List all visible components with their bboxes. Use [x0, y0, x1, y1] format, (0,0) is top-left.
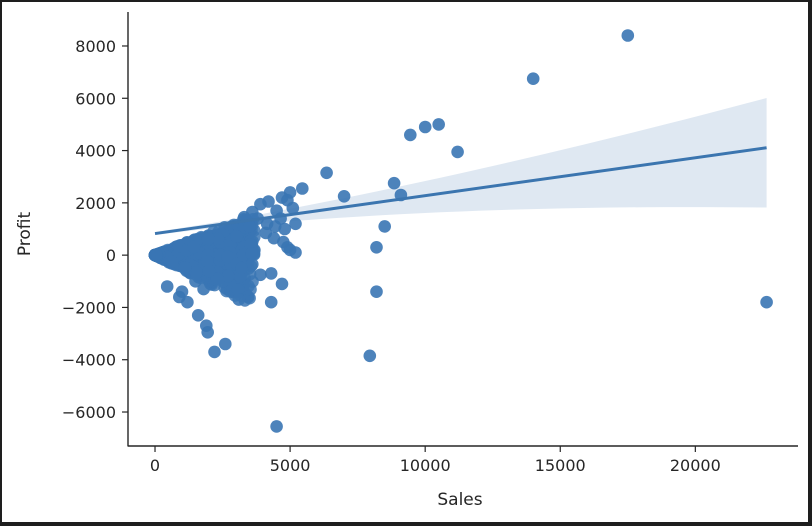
regression-line-layer: [154, 146, 767, 236]
data-point: [363, 349, 377, 363]
y-tick-label: 2000: [75, 194, 116, 213]
data-point: [201, 326, 214, 339]
data-point: [296, 182, 309, 195]
regression-line: [154, 146, 767, 236]
data-point: [173, 290, 186, 304]
data-point: [432, 118, 446, 131]
data-point: [526, 72, 540, 85]
data-point: [201, 254, 214, 268]
x-axis-label: Sales: [437, 490, 482, 510]
data-point: [201, 232, 215, 246]
y-axis-label: Profit: [15, 211, 35, 256]
data-point: [621, 29, 635, 42]
x-tick-label: 20000: [670, 456, 721, 475]
data-point: [187, 240, 201, 254]
data-point: [404, 128, 417, 142]
data-point: [178, 261, 192, 274]
data-point: [370, 285, 383, 299]
data-point: [254, 197, 267, 211]
data-point: [202, 264, 216, 278]
data-point: [189, 275, 202, 288]
data-point: [275, 191, 289, 204]
data-point: [221, 250, 234, 264]
data-point: [275, 277, 289, 291]
data-point: [230, 230, 243, 243]
confidence-band-layer: [155, 98, 767, 236]
data-point: [211, 232, 225, 245]
data-point: [264, 267, 278, 280]
y-tick-label: 0: [106, 246, 116, 265]
data-point: [210, 272, 224, 286]
data-point: [289, 246, 302, 259]
data-point: [289, 217, 302, 231]
data-point: [245, 247, 258, 260]
data-point: [160, 280, 174, 293]
data-point: [418, 120, 432, 134]
data-point: [219, 337, 232, 351]
x-tick-label: 10000: [400, 456, 451, 475]
data-point: [378, 220, 392, 233]
data-point: [370, 241, 383, 254]
y-tick-label: −6000: [62, 403, 116, 422]
data-point: [235, 261, 248, 275]
data-point: [760, 295, 773, 309]
data-point: [189, 266, 203, 279]
data-point: [320, 166, 333, 180]
x-tick-label: 15000: [535, 456, 586, 475]
data-point: [150, 248, 163, 261]
y-tick-label: −4000: [62, 351, 116, 370]
data-point: [243, 220, 256, 233]
y-tick-label: −2000: [62, 298, 116, 317]
data-point: [387, 176, 401, 190]
data-point: [221, 269, 235, 283]
data-point: [278, 222, 292, 236]
y-tick-label: 4000: [75, 142, 116, 161]
data-point: [254, 268, 267, 282]
x-tick-label: 0: [150, 456, 160, 475]
data-point: [286, 201, 300, 215]
data-point: [165, 255, 179, 269]
confidence-band: [155, 98, 767, 236]
data-point: [232, 293, 246, 306]
y-tick-label: 8000: [75, 37, 116, 56]
x-tick-label: 5000: [270, 456, 311, 475]
data-point: [208, 345, 221, 359]
data-point: [451, 145, 464, 159]
data-point: [264, 295, 278, 309]
data-point: [191, 309, 205, 322]
y-tick-label: 6000: [75, 89, 116, 108]
data-points-layer: [148, 29, 773, 433]
data-point: [197, 282, 210, 296]
data-point: [270, 420, 283, 433]
data-point: [231, 283, 245, 296]
axes-layer: 0 5000 10000 15000 20000 −6000 −4000 −2000 0 2000…: [62, 12, 798, 475]
data-point: [337, 190, 351, 203]
data-point: [246, 258, 259, 271]
